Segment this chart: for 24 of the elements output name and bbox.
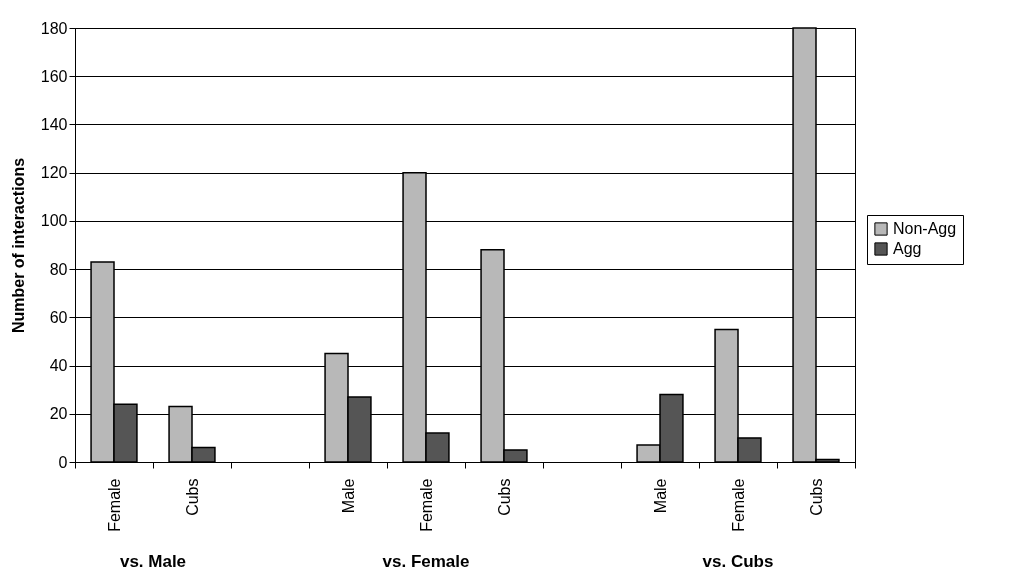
text: vs. Female xyxy=(382,552,470,571)
y-tick-label: 100 xyxy=(40,212,68,230)
x-tick-label: Female xyxy=(105,478,123,532)
y-tick-label: 160 xyxy=(40,67,68,85)
x-tick-label: Female xyxy=(417,478,435,532)
x-tick-label: Male xyxy=(651,478,669,514)
y-tick-label: 180 xyxy=(40,19,68,37)
legend-label: Non-Agg xyxy=(893,220,957,237)
y-tick-label: 140 xyxy=(40,115,68,133)
text: vs. Cubs xyxy=(702,552,774,571)
y-tick-label: 80 xyxy=(49,260,68,278)
y-tick-label: 60 xyxy=(49,308,68,326)
y-tick-label: 120 xyxy=(40,164,68,182)
y-tick-label: 20 xyxy=(49,405,68,423)
x-tick-label: Cubs xyxy=(807,478,825,516)
y-tick-label: 0 xyxy=(58,453,68,471)
legend-label: Agg xyxy=(893,240,922,257)
x-tick-label: Male xyxy=(339,478,357,514)
x-tick-label: Cubs xyxy=(183,478,201,516)
x-tick-label: Female xyxy=(729,478,747,532)
y-axis-title: Number of interactions xyxy=(9,157,27,334)
x-tick-label: Cubs xyxy=(495,478,513,516)
y-tick-label: 40 xyxy=(49,357,68,375)
text: vs. Male xyxy=(119,552,187,571)
